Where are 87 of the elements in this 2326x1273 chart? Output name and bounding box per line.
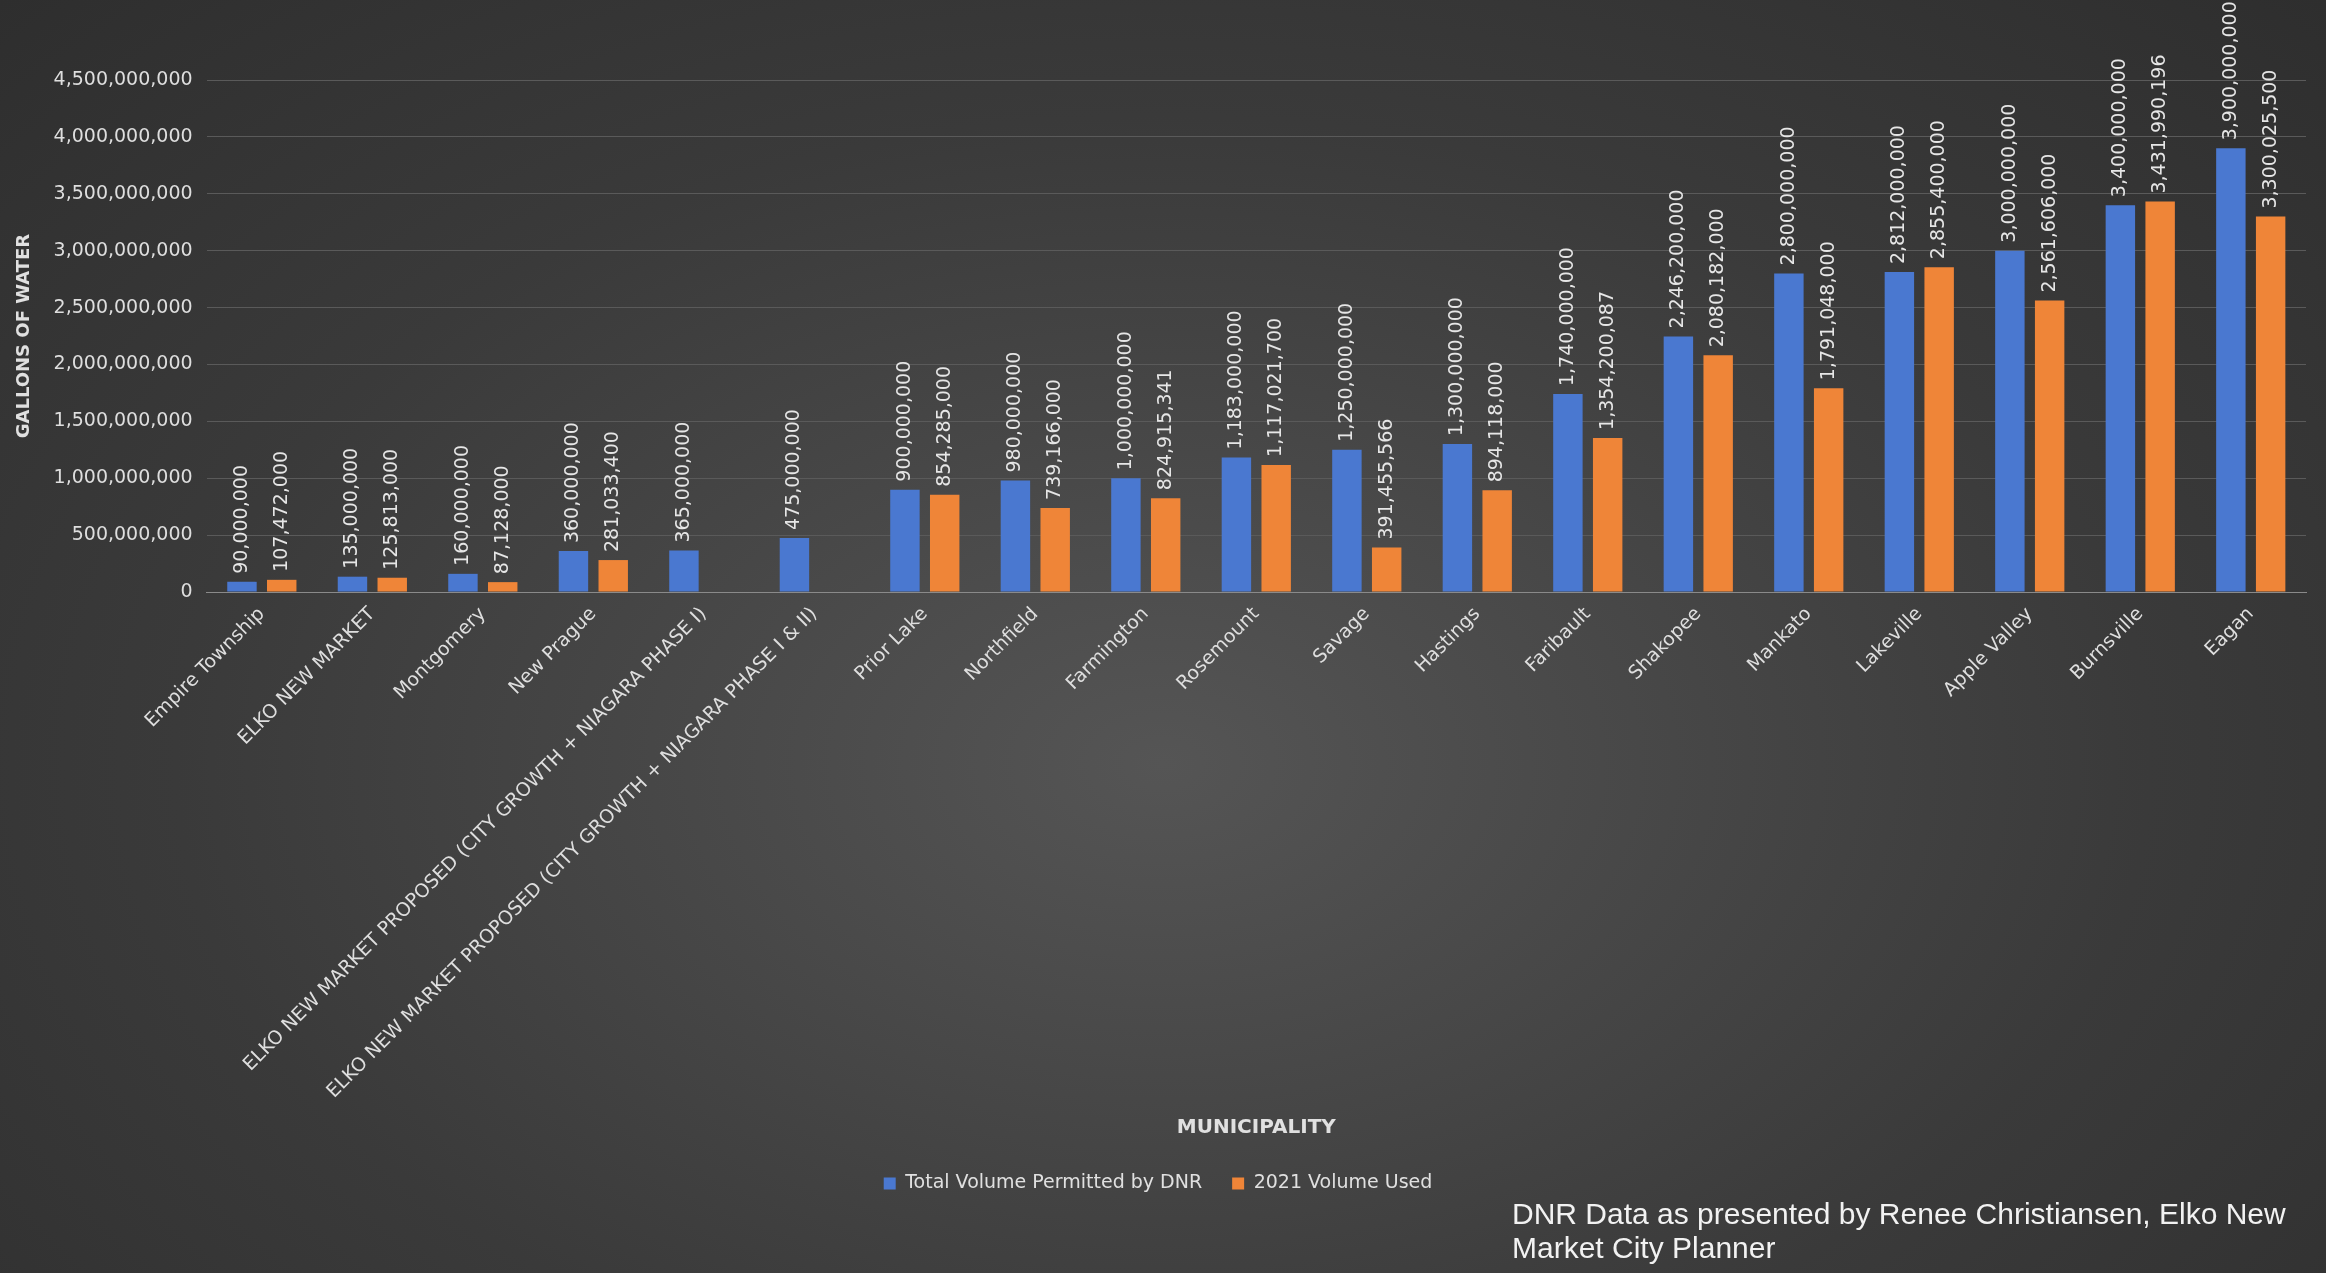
- bar: [337, 576, 368, 592]
- data-label: 2,800,000,000: [1775, 126, 1798, 266]
- bar: [1663, 336, 1694, 592]
- legend-label: 2021 Volume Used: [1253, 1170, 1433, 1193]
- data-label: 1,300,000,000: [1444, 297, 1467, 437]
- data-label: 2,812,000,000: [1886, 125, 1909, 265]
- y-tick-label: 4,000,000,000: [53, 123, 193, 146]
- bar: [1000, 480, 1031, 592]
- data-label: 1,791,048,000: [1815, 241, 1838, 381]
- bar: [779, 538, 810, 592]
- bar: [2034, 300, 2065, 592]
- bar: [1040, 507, 1070, 592]
- y-tick-label: 2,000,000,000: [53, 351, 193, 374]
- bar: [1371, 547, 1402, 592]
- bar: [2145, 201, 2175, 592]
- data-label: 900,000,000: [891, 360, 914, 482]
- data-label: 90,000,000: [228, 465, 251, 574]
- data-label: 980,000,000: [1002, 351, 1025, 473]
- x-axis-title: MUNICIPALITY: [1176, 1114, 1337, 1139]
- data-label: 3,900,000,000: [2217, 1, 2240, 141]
- y-tick-label: 4,500,000,000: [53, 66, 193, 89]
- y-axis-title: GALLONS OF WATER: [12, 233, 34, 439]
- y-tick-label: 500,000,000: [71, 522, 193, 545]
- y-tick-label: 2,500,000,000: [53, 294, 193, 317]
- bar: [1774, 273, 1804, 592]
- bar: [1924, 267, 1954, 592]
- bar: [1995, 250, 2025, 592]
- data-label: 2,246,200,000: [1665, 189, 1688, 329]
- legend-label: Total Volume Permitted by DNR: [904, 1170, 1203, 1193]
- bar: [1111, 478, 1141, 592]
- data-label: 1,740,000,000: [1554, 247, 1577, 387]
- data-label: 1,354,200,087: [1594, 290, 1617, 430]
- data-label: 475,000,000: [781, 409, 804, 530]
- data-label: 360,000,000: [560, 422, 583, 544]
- data-label: 1,183,000,000: [1223, 310, 1246, 450]
- y-tick-label: 3,500,000,000: [53, 180, 193, 203]
- y-tick-label: 0: [180, 578, 193, 601]
- bar: [2216, 148, 2246, 592]
- data-label: 135,000,000: [339, 447, 362, 569]
- bar: [2255, 216, 2286, 592]
- data-label: 107,472,000: [268, 450, 291, 572]
- bar: [1884, 272, 1915, 592]
- text: DNR Data as presented by Renee Christiansen, Elko New Market City Planner: [1512, 1197, 2287, 1265]
- bar: [2105, 205, 2136, 592]
- data-label: 3,431,990,196: [2147, 54, 2170, 194]
- data-label: 2,080,182,000: [1705, 208, 1728, 348]
- bar: [1332, 449, 1362, 592]
- data-label: 894,118,000: [1484, 361, 1507, 483]
- y-tick-label: 3,000,000,000: [53, 237, 193, 260]
- data-label: 87,128,000: [489, 465, 512, 575]
- data-label: 824,915,341: [1152, 369, 1175, 491]
- bar: [890, 489, 920, 592]
- data-label: 3,000,000,000: [1996, 103, 2019, 243]
- data-label: 160,000,000: [449, 444, 472, 566]
- bar: [669, 550, 699, 592]
- data-label: 1,250,000,000: [1333, 302, 1356, 442]
- bar: [377, 577, 407, 592]
- data-label: 365,000,000: [670, 421, 693, 543]
- y-tick-label: 1,500,000,000: [53, 408, 193, 431]
- data-label: 1,117,021,700: [1263, 317, 1286, 457]
- bar: [1442, 444, 1473, 592]
- bar: [227, 581, 257, 592]
- bar: [1482, 490, 1512, 592]
- data-label: 3,400,000,000: [2107, 58, 2130, 198]
- data-label: 1,000,000,000: [1112, 331, 1135, 471]
- data-label: 391,455,566: [1373, 418, 1396, 540]
- bar: [1221, 457, 1252, 592]
- bar: [558, 551, 589, 592]
- bar: [1261, 464, 1291, 592]
- data-label: 739,166,000: [1042, 379, 1065, 500]
- data-label: 2,855,400,000: [1926, 120, 1949, 260]
- bar: [448, 573, 478, 592]
- data-label: 854,285,000: [931, 365, 954, 487]
- bar: [1592, 437, 1623, 592]
- data-label: 281,033,400: [600, 431, 623, 553]
- bar: [929, 494, 960, 592]
- bar: [1703, 355, 1733, 592]
- bar: [1553, 394, 1583, 592]
- data-label: 125,813,000: [379, 448, 402, 570]
- bar: [267, 579, 297, 592]
- bar: [598, 560, 628, 592]
- data-label: 2,561,606,000: [2036, 153, 2059, 293]
- y-tick-label: 1,000,000,000: [53, 465, 193, 488]
- data-label: 3,300,025,500: [2257, 69, 2280, 209]
- bar: [1813, 388, 1844, 592]
- bar: [488, 582, 518, 592]
- bar: [1150, 498, 1181, 592]
